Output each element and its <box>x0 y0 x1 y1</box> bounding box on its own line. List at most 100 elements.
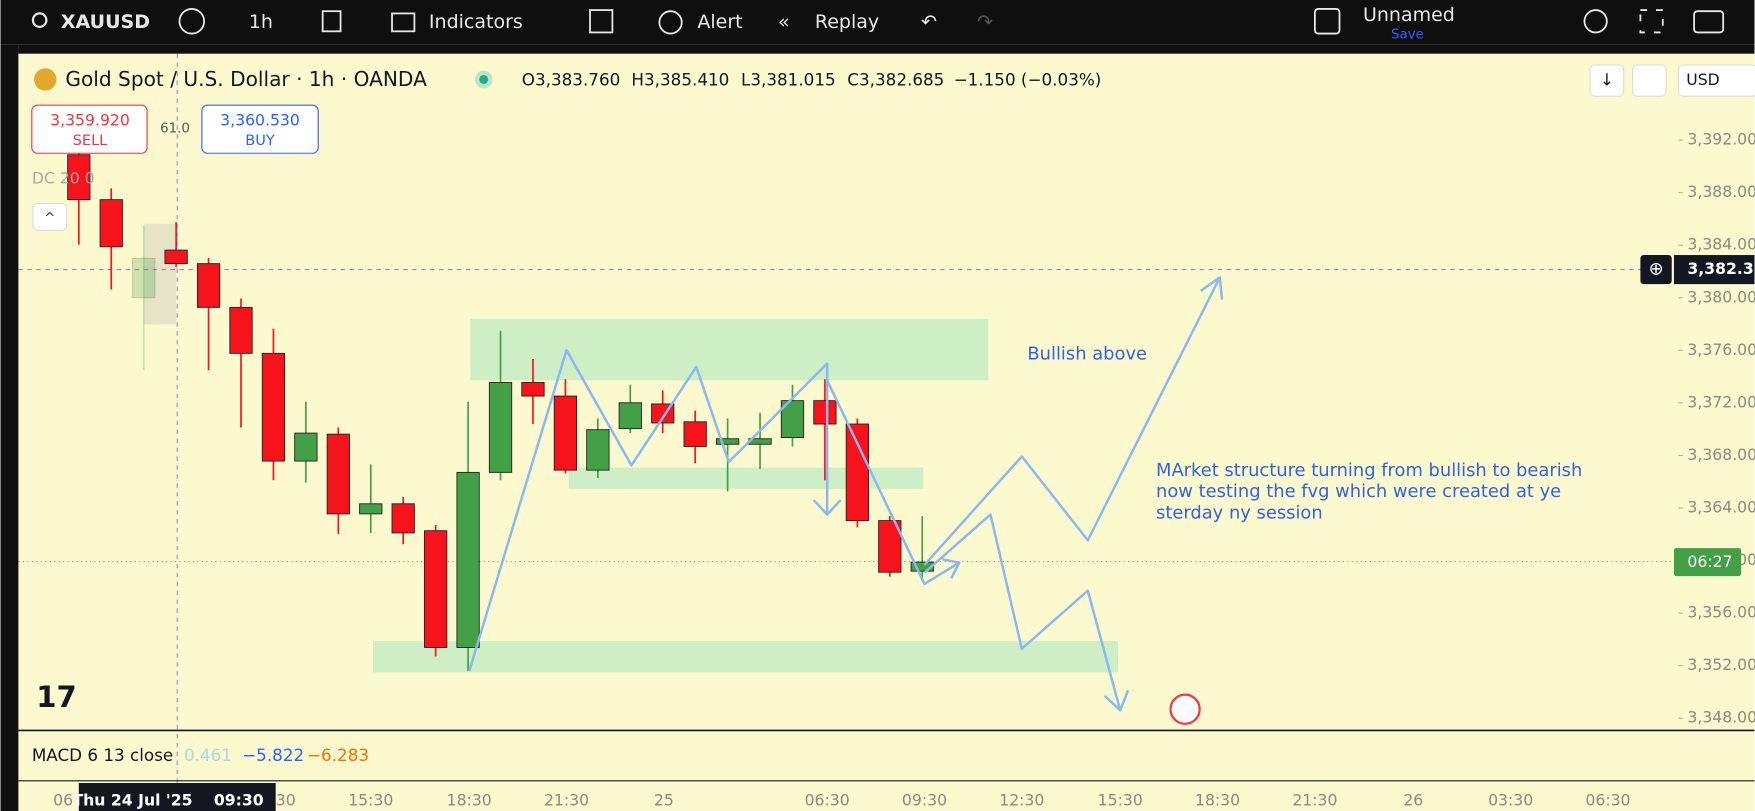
candle-body <box>618 402 642 430</box>
alert[interactable]: Alert <box>697 11 742 33</box>
annotation: MArket structure turning from bullish to… <box>1156 460 1582 481</box>
chart-type[interactable] <box>321 10 342 33</box>
time-label: 26 <box>1403 790 1423 809</box>
candle-body <box>456 471 480 648</box>
candle-body <box>683 421 707 447</box>
spread: 61.0 <box>160 122 190 137</box>
layout-icon[interactable] <box>1313 8 1341 35</box>
indicator-name: DC 20 0 <box>32 168 95 187</box>
time-label: 21:30 <box>544 790 589 809</box>
time-label: 15:30 <box>1098 790 1143 809</box>
redo[interactable]: ↷ <box>977 11 993 33</box>
candle-body <box>326 433 350 515</box>
layout-name[interactable]: Unnamed <box>1363 4 1455 26</box>
y-tick-label: 3,388.00 <box>1687 182 1755 201</box>
annotations: Bullish above MArket structure turning f… <box>1027 344 1582 524</box>
candle-body <box>132 257 156 299</box>
y-tick-label: 3,356.00 <box>1687 603 1755 622</box>
buy-button[interactable] <box>201 104 319 154</box>
sell-button[interactable] <box>31 104 148 154</box>
candle-body <box>229 306 253 354</box>
arrow-2 <box>942 558 961 579</box>
undo[interactable]: ↶ <box>921 11 937 33</box>
y-tick-label: 3,392.00 <box>1687 130 1755 149</box>
y-tick-label: 3,348.00 <box>1687 708 1755 727</box>
time-label: 09:30 <box>214 790 264 809</box>
candle-body <box>910 561 934 572</box>
candle-body <box>196 263 221 308</box>
settings[interactable] <box>1583 9 1608 34</box>
scroll-down[interactable] <box>1589 64 1625 97</box>
y-tick-label: 3,372.00 <box>1687 392 1755 411</box>
supply-zone <box>470 318 989 381</box>
path-3 <box>923 276 1221 566</box>
alert-icon <box>658 10 683 35</box>
currency[interactable]: USD <box>1686 70 1719 89</box>
y-tick-label: 3,364.00 <box>1687 497 1755 516</box>
collapse[interactable] <box>32 203 68 231</box>
reset[interactable] <box>1632 64 1667 97</box>
toolbar-items: XAUUSD 1h Indicators Alert « Replay ↶ ↷ … <box>31 4 1725 43</box>
y-tick-label: 3,376.00 <box>1687 340 1755 359</box>
macd-hist: 0.461 <box>184 745 232 765</box>
candle-body <box>391 503 415 534</box>
arrow-1 <box>812 499 842 516</box>
templates[interactable] <box>589 9 614 34</box>
countdown: 06:27 <box>1687 552 1732 571</box>
sell-label[interactable]: SELL <box>73 133 109 149</box>
ohlc: O3,383.760 H3,385.410 L3,381.015 C3,382.… <box>522 70 1102 90</box>
fullscreen[interactable] <box>1639 9 1664 34</box>
time-label: Thu 24 Jul '25 <box>72 790 192 809</box>
arrow-3 <box>1200 276 1224 300</box>
buy-label[interactable]: BUY <box>245 133 275 149</box>
time-label: 30 <box>276 790 296 809</box>
candle-body <box>521 382 545 397</box>
currency-select[interactable] <box>1677 64 1755 97</box>
symbol[interactable]: XAUUSD <box>61 11 150 33</box>
indicators[interactable]: Indicators <box>429 11 523 33</box>
time-label: 03:30 <box>1488 790 1533 809</box>
path-1 <box>468 348 829 672</box>
candle-body <box>294 432 318 462</box>
demand-zone <box>373 640 1119 673</box>
ohlc-high: H3,385.410 <box>631 70 729 90</box>
path-2 <box>826 379 960 586</box>
sell-price[interactable]: 3,359.920 <box>50 110 130 129</box>
interval[interactable]: 1h <box>249 11 273 33</box>
candle-body <box>845 423 869 522</box>
add-alert-icon: ⊕ <box>1649 259 1664 280</box>
y-tick-label: 3,352.00 <box>1687 655 1755 674</box>
crosshair-time-box <box>78 783 276 811</box>
snapshot[interactable] <box>1693 10 1725 34</box>
countdown-box <box>1673 548 1742 577</box>
current-price: 3,382.38 <box>1687 259 1755 278</box>
ohlc-open: O3,383.760 <box>522 70 621 90</box>
save[interactable]: Save <box>1391 28 1424 43</box>
symbol-logo <box>34 68 57 91</box>
time-label: 06:30 <box>805 790 850 809</box>
tv-logo: 17 <box>36 680 76 714</box>
event-flag[interactable] <box>1169 693 1201 725</box>
market-status-dot <box>479 74 489 84</box>
replay[interactable]: Replay <box>815 11 879 33</box>
candle-body <box>488 382 513 473</box>
time-label: 18:30 <box>447 790 492 809</box>
ohlc-change: −1.150 (−0.03%) <box>954 70 1102 90</box>
candle-body <box>99 199 123 248</box>
fvg-zone <box>568 467 924 489</box>
candle-body <box>261 352 286 462</box>
search-icon <box>31 12 48 28</box>
candle-body <box>780 400 805 439</box>
legend-title: Gold Spot / U.S. Dollar · 1h · OANDA <box>65 67 427 91</box>
y-tick-label: 3,384.00 <box>1687 235 1755 254</box>
ohlc-close: C3,382.685 <box>847 70 944 90</box>
add-alert[interactable] <box>1640 255 1672 285</box>
annotation: Bullish above <box>1027 344 1147 365</box>
add-symbol[interactable] <box>178 8 205 35</box>
current-price-box <box>1673 255 1755 285</box>
macd-title: MACD 6 13 close <box>32 745 173 765</box>
buy-price[interactable]: 3,360.530 <box>220 110 300 129</box>
indicators-icon <box>391 12 416 33</box>
time-label: 15:30 <box>348 790 393 809</box>
